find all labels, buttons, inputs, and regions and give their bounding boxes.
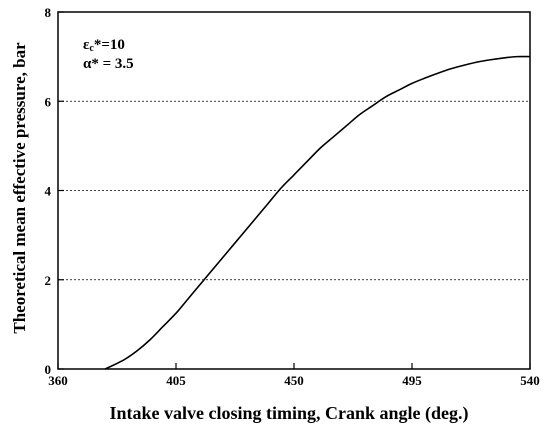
alpha-value: * = 3.5 bbox=[91, 56, 133, 72]
y-axis-title: Theoretical mean effective pressure, bar bbox=[10, 42, 29, 334]
y-tick-label: 4 bbox=[45, 184, 52, 199]
axis-ticks: 360 405 450 495 540 0 2 4 6 8 bbox=[45, 5, 540, 388]
y-tick-label: 8 bbox=[45, 5, 52, 20]
y-tick-label: 6 bbox=[45, 94, 52, 109]
alpha-symbol: α bbox=[83, 56, 92, 72]
epsilon-symbol: ε bbox=[83, 37, 90, 53]
x-axis-title: Intake valve closing timing, Crank angle… bbox=[109, 403, 468, 424]
epsilon-annotation: εc*=10 bbox=[83, 37, 125, 54]
mep-series-line bbox=[104, 55, 531, 370]
x-tick-label: 540 bbox=[520, 373, 540, 388]
grid-lines bbox=[58, 100, 530, 281]
y-tick-label: 0 bbox=[45, 362, 52, 377]
x-tick-label: 360 bbox=[48, 373, 68, 388]
alpha-annotation: α* = 3.5 bbox=[83, 56, 134, 72]
series-layer bbox=[104, 55, 531, 370]
x-tick-label: 405 bbox=[166, 373, 186, 388]
x-tick-label: 495 bbox=[402, 373, 422, 388]
epsilon-value: *=10 bbox=[94, 37, 125, 53]
x-tick-label: 450 bbox=[284, 373, 304, 388]
epsilon-subscript: c bbox=[89, 43, 94, 54]
y-tick-label: 2 bbox=[45, 273, 52, 288]
